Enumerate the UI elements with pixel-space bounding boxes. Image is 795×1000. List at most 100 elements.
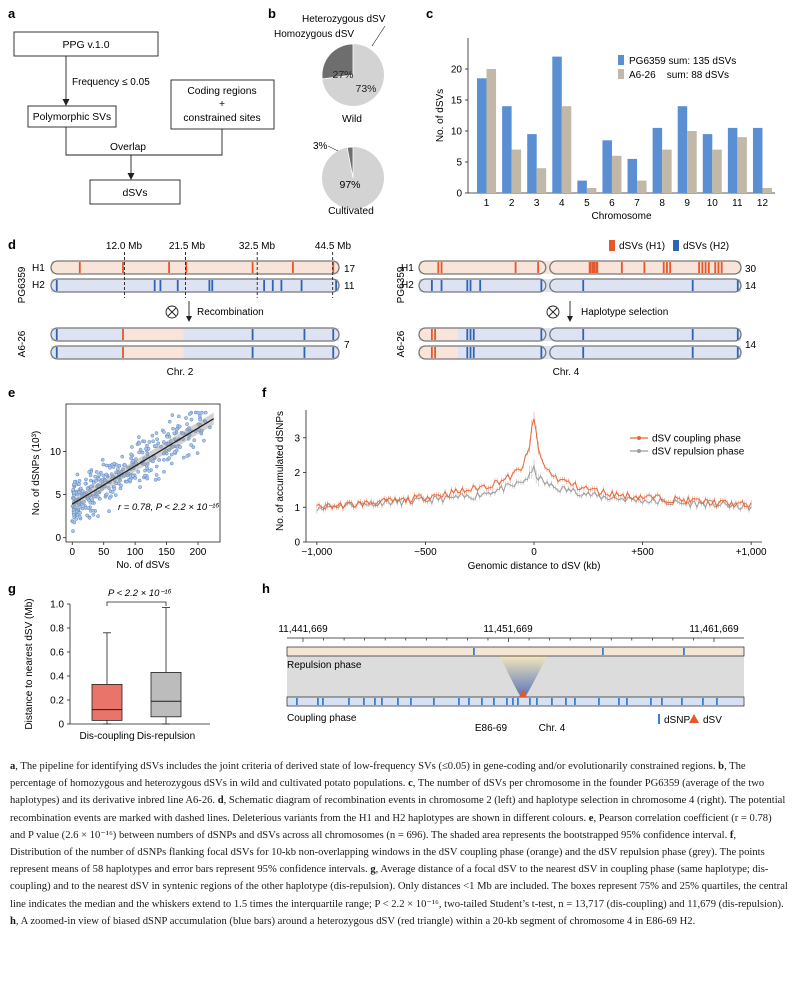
y-axis-label: No. of accumulated dSNPs: [275, 411, 286, 531]
sample-label: E86-69: [475, 723, 508, 734]
scatter-point: [175, 444, 180, 449]
chr2-a626-1-outline: [50, 327, 340, 342]
scatter-point: [73, 505, 77, 509]
bar-A6-26-chr8: [662, 149, 672, 193]
y-tick-label: 0: [58, 720, 64, 731]
chr2-h2-dsv-mark: [280, 280, 283, 291]
chr2-h2-dsv-mark: [335, 280, 338, 291]
coupling-dsnp: [529, 698, 531, 705]
caption-panel-letter: f: [729, 829, 734, 841]
chr4-a626-1-segment: [419, 328, 458, 341]
chr4-h1-dsv-mark: [588, 262, 592, 273]
wild-hom-pct: 27%: [332, 69, 353, 81]
scatter-point: [88, 478, 93, 483]
coupling-dsnp: [650, 698, 652, 705]
chr4-a626-2-dsv-mark: [434, 347, 436, 358]
scatter-point: [154, 473, 159, 477]
scatter-point: [159, 444, 163, 449]
legend-h2-swatch: [673, 240, 679, 251]
y-tick-label: 10: [451, 127, 463, 138]
x-tick-label: 12: [757, 198, 769, 209]
caption-panel-letter: g: [370, 864, 376, 876]
scatter-point: [185, 422, 189, 426]
scatter-point: [97, 473, 102, 477]
x-tick-label: 11: [732, 198, 743, 209]
coupling-dsnp: [565, 698, 567, 705]
chr2-a626-1-dsv-mark: [251, 329, 254, 340]
chr4-a626-1-dsv-mark: [430, 329, 433, 340]
legend-swatch-A6-26: [618, 69, 624, 79]
scatter-point: [172, 431, 177, 436]
legend-h2: dSVs (H2): [683, 241, 729, 252]
coupling-dsnp: [536, 698, 538, 705]
scatter-point: [72, 510, 77, 515]
chr4-diagram: dSVs (H1) dSVs (H2) PG6359 H1 H2 30 14 H…: [396, 240, 757, 378]
y-tick-label: 10: [50, 447, 62, 458]
bar-A6-26-chr3: [536, 168, 547, 193]
dsnp-funnel: [500, 656, 547, 697]
cross-icon: [546, 305, 560, 319]
chr4-a626-2-outline-left: [418, 345, 547, 360]
line-count-left: 7: [344, 340, 350, 351]
scatter-point: [147, 440, 152, 444]
chr4-a626-1-outline-right: [549, 327, 742, 342]
scatter-point: [94, 478, 98, 483]
ppg-box-label: PPG v.1.0: [62, 39, 109, 51]
box-pvalue: P < 2.2 × 10⁻¹⁶: [108, 588, 172, 599]
box-iqr: [150, 672, 182, 718]
scatter-point: [130, 445, 134, 449]
bar-PG6359-chr1: [477, 78, 487, 193]
coord-left: 11,441,669: [278, 624, 328, 635]
chr4-a626-2-dsv-mark: [472, 347, 475, 358]
x-tick-label: 150: [158, 547, 175, 558]
scatter-point: [147, 469, 152, 473]
caption-text: , A zoomed-in view of biased dSNP accumu…: [15, 915, 696, 927]
coupling-dsnp: [322, 698, 324, 705]
scatter-point: [101, 473, 106, 478]
chr2-label: Chr. 2: [167, 367, 194, 378]
caption-panel-letter: h: [10, 915, 16, 927]
scatter-point: [114, 481, 118, 486]
scatter-point: [71, 496, 76, 501]
scatter-point: [117, 463, 122, 468]
bar-PG6359-chr5: [577, 180, 587, 193]
x-tick-label: 200: [190, 547, 207, 558]
coupling-dsnp: [458, 698, 460, 705]
dsv-legend: dSV: [703, 715, 722, 726]
caption-text: , Distribution of the number of dSNPs fl…: [10, 829, 765, 876]
h2-count-right: 14: [745, 281, 757, 292]
chr4-h1-dsv-mark: [643, 262, 646, 273]
chr4-a626-1-dsv-mark: [736, 329, 739, 340]
scatter-point: [128, 478, 133, 482]
chr2-a626-2-dsv-mark: [55, 347, 58, 358]
h1-label-right: H1: [401, 263, 414, 274]
chr4-chromosomes: [418, 260, 742, 360]
arrow-down-icon: [62, 99, 70, 106]
dsnp-marks: [296, 648, 718, 705]
chr4-h1-dsv-mark: [537, 262, 540, 273]
scatter-point: [77, 478, 82, 483]
chr2-h1-outline: [50, 260, 340, 275]
chr4-h2-segment: [419, 279, 741, 292]
scatter-point: [91, 508, 96, 513]
panel-c-label: c: [426, 6, 433, 21]
scatter-point: [200, 428, 204, 433]
x-tick-label: +500: [631, 547, 654, 558]
scatter-point: [196, 410, 200, 415]
x-tick-label: 0: [70, 547, 76, 558]
chr4-h2-dsv-mark: [469, 280, 472, 291]
dsv-legend-icon: [689, 714, 699, 723]
panel-d-label: d: [8, 237, 16, 252]
panel-a-label: a: [8, 6, 16, 21]
scatter-point: [91, 480, 96, 485]
y-tick-label: 3: [294, 433, 300, 444]
y-tick-label: 0: [294, 538, 300, 549]
scatter-point: [162, 430, 166, 434]
panel-e-label: e: [8, 385, 15, 400]
scatter-point: [104, 463, 109, 468]
dsnp-legend: dSNP: [664, 715, 690, 726]
scatter-point: [145, 476, 150, 481]
chr4-label: Chr. 4: [553, 367, 580, 378]
chr4-h1-dsv-mark: [620, 262, 623, 273]
arrow-down-icon: [567, 316, 573, 322]
